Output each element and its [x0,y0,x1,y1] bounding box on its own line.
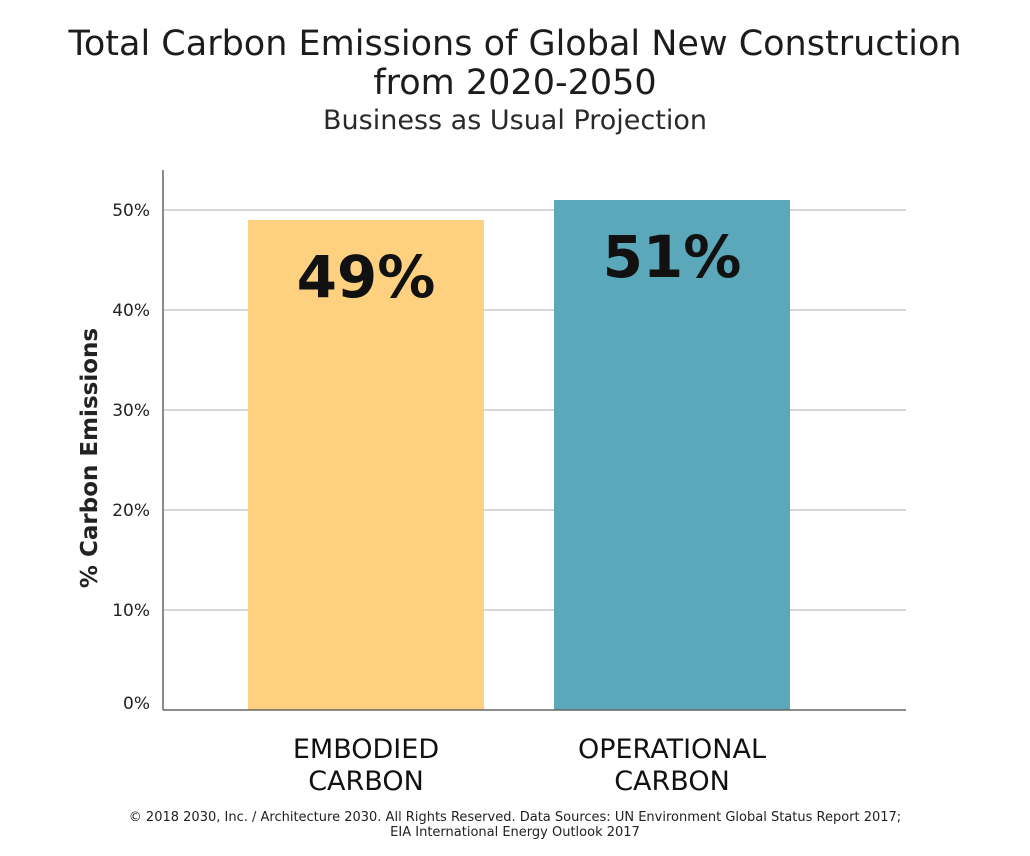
y-tick-label: 50% [112,201,150,221]
chart-subtitle: Business as Usual Projection [323,105,707,136]
y-tick-label: 20% [112,501,150,521]
y-tick-label: 40% [112,301,150,321]
bar-operational-carbon [554,200,790,710]
chart-title-line-2: from 2020-2050 [373,63,657,103]
x-category-label-line-1: OPERATIONAL [578,734,766,765]
x-category-label-line-2: CARBON [308,766,424,797]
bar-chart: 0%10%20%30%40%50%49%EMBODIEDCARBON51%OPE… [77,170,906,797]
y-tick-label: 30% [112,401,150,421]
bar-data-label: 49% [297,243,436,311]
x-category-label-line-1: EMBODIED [293,734,439,765]
x-category-label-line-2: CARBON [614,766,730,797]
footer-copyright-line-2: EIA International Energy Outlook 2017 [390,825,640,840]
chart-title-line-1: Total Carbon Emissions of Global New Con… [68,24,962,64]
bar-data-label: 51% [603,223,742,291]
y-tick-label: 0% [123,694,150,714]
footer-copyright-line-1: © 2018 2030, Inc. / Architecture 2030. A… [128,810,902,825]
y-tick-label: 10% [112,601,150,621]
y-axis-title: % Carbon Emissions [77,328,103,588]
bar-embodied-carbon [248,220,484,710]
